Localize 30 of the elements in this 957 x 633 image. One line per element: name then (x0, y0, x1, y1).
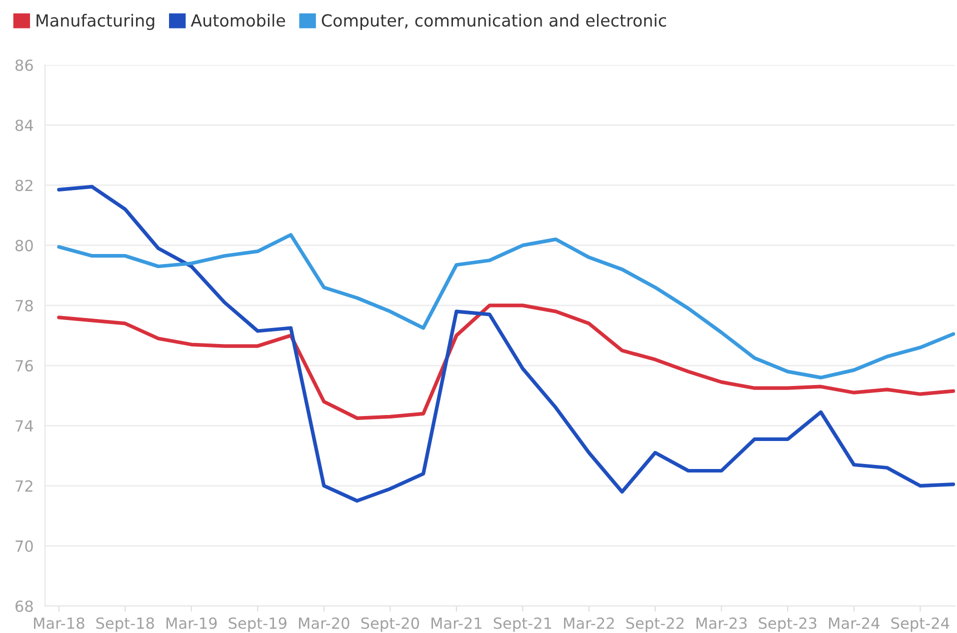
legend-label: Computer, communication and electronic (322, 14, 666, 30)
line-series (57, 233, 955, 380)
x-tick-label: Sept-23 (758, 617, 816, 632)
x-tick-label: Mar-23 (696, 617, 747, 629)
y-tick-label: 80 (15, 240, 33, 252)
x-tick-label: Mar-21 (432, 617, 482, 629)
x-tick-label: Sept-19 (228, 617, 286, 632)
y-tick-label: 74 (16, 420, 34, 432)
x-tick-label: Sept-22 (626, 617, 684, 632)
x-tick-label: Sept-24 (891, 617, 950, 632)
x-tick-label: Mar-20 (299, 617, 350, 629)
x-tick-label: Sept-21 (494, 617, 552, 632)
x-tick-label: Mar-24 (829, 617, 880, 629)
line-series (57, 184, 955, 503)
y-tick-label: 86 (15, 59, 33, 72)
y-tick-label: 72 (16, 480, 32, 492)
x-tick-label: Sept-18 (96, 617, 154, 632)
x-tick-label: Mar-22 (564, 617, 614, 629)
legend-label: Manufacturing (36, 14, 154, 30)
y-tick-label: 76 (16, 360, 33, 372)
x-tick-label: Mar-19 (166, 617, 217, 629)
x-tick-label: Sept-20 (361, 617, 420, 632)
y-tick-label: 82 (15, 180, 32, 192)
y-tick-label: 78 (16, 300, 33, 312)
line-series (57, 304, 955, 420)
y-tick-label: 70 (16, 540, 33, 552)
y-tick-label: 84 (15, 120, 34, 132)
x-tick-label: Mar-18 (34, 617, 84, 629)
legend-label: Automobile (190, 14, 286, 27)
y-tick-label: 68 (16, 600, 33, 612)
